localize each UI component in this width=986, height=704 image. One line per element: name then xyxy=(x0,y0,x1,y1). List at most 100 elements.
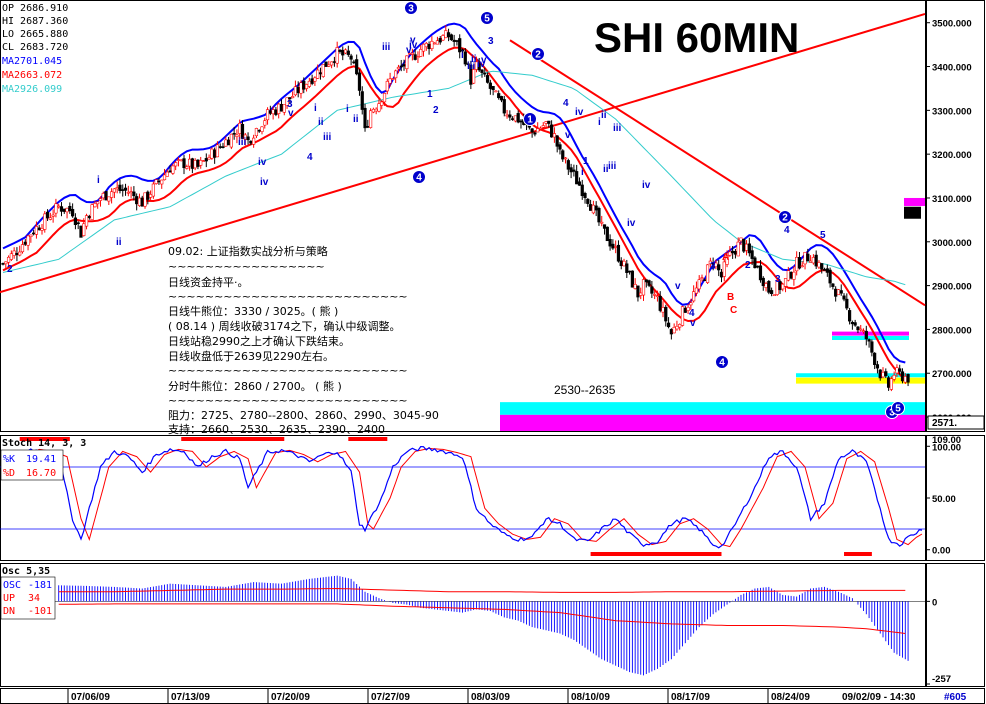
price-tick-label: 2800.000 xyxy=(932,325,972,336)
osc-up-name: UP xyxy=(3,593,15,604)
osc-title: Osc 5,35 xyxy=(2,566,50,577)
time-tick-label: 08/10/09 xyxy=(571,692,610,703)
legend-ma-red: MA2663.072 xyxy=(2,70,62,81)
time-tick-label: 07/06/09 xyxy=(71,692,110,703)
candle xyxy=(686,303,690,315)
candle xyxy=(644,279,648,288)
candle xyxy=(252,134,256,148)
annotation-line: 日线站稳2990之上才确认下跌结束。 xyxy=(168,334,350,348)
candle xyxy=(811,254,815,265)
candle xyxy=(558,142,562,155)
candle xyxy=(850,320,854,330)
candle xyxy=(154,179,158,185)
candle xyxy=(171,163,175,175)
wave-label: i xyxy=(598,117,601,128)
wave-label: ii xyxy=(601,110,607,121)
candle xyxy=(380,101,384,110)
wave-label: iii xyxy=(608,161,617,172)
candle xyxy=(680,305,685,327)
candle xyxy=(32,229,36,236)
last-price-tag: 2571. xyxy=(927,415,985,430)
osc-dn-value: -101 xyxy=(28,606,52,617)
candle xyxy=(761,276,765,291)
candle xyxy=(57,203,61,209)
candle xyxy=(594,201,598,217)
candle xyxy=(132,186,136,201)
candle xyxy=(218,143,222,149)
stoch-oversold-mark xyxy=(844,552,872,556)
svg-text:2: 2 xyxy=(782,213,788,224)
bar-count: #605 xyxy=(944,692,967,703)
candle xyxy=(463,48,467,67)
osc-up-line xyxy=(58,587,906,593)
candle xyxy=(123,183,128,196)
stoch-title: Stoch 14, 3, 3 xyxy=(2,438,86,449)
candle xyxy=(650,280,654,299)
band-magenta-a xyxy=(832,331,909,336)
wave-label: v xyxy=(565,130,571,141)
candle xyxy=(73,213,78,230)
candle xyxy=(338,49,342,54)
candle xyxy=(675,320,679,331)
wave-label: iii xyxy=(382,42,391,53)
candle xyxy=(355,54,359,76)
wave-label: v xyxy=(690,318,696,329)
candle xyxy=(795,251,799,276)
candle xyxy=(900,368,905,384)
candle xyxy=(90,203,94,220)
price-axis-frame xyxy=(926,0,985,432)
candle xyxy=(65,207,69,219)
candle xyxy=(424,41,428,51)
candle xyxy=(742,238,746,254)
wave-label: v xyxy=(410,35,416,46)
candle xyxy=(747,237,751,257)
candle xyxy=(366,119,370,129)
candle xyxy=(494,90,498,93)
candle xyxy=(405,55,409,73)
candle xyxy=(658,291,662,313)
legend-ma-blue: MA2701.045 xyxy=(2,56,62,67)
candle xyxy=(575,164,579,185)
price-tick-label: 3200.000 xyxy=(932,150,972,161)
candle xyxy=(505,109,509,119)
candle xyxy=(689,298,693,310)
wave-label: i xyxy=(314,103,317,114)
candle xyxy=(293,80,298,97)
annotation-block: 09.02: 上证指数实战分析与策略 ~~~~~~~~~~~~~~~~~ 日线资金持… xyxy=(168,244,439,436)
annotation-line: ~~~~~~~~~~~~~~~~~~~~~~~~~~ xyxy=(168,364,408,377)
candle xyxy=(864,325,868,346)
time-tick-label: 08/03/09 xyxy=(471,692,510,703)
band-magenta-right xyxy=(904,197,925,206)
candle xyxy=(201,160,206,162)
price-tick-label: 3400.000 xyxy=(932,63,972,74)
candle xyxy=(586,198,590,207)
wave-label: 2 xyxy=(7,264,13,275)
candle xyxy=(274,106,278,117)
candle xyxy=(533,131,537,137)
wave-label: iv xyxy=(258,157,267,168)
wave-label-circled: 1 xyxy=(523,112,537,126)
candle xyxy=(530,128,534,138)
support-zone-label: 2530--2635 xyxy=(554,383,616,397)
candle xyxy=(577,177,582,186)
wave-label: iv xyxy=(575,107,584,118)
candle xyxy=(288,97,292,104)
candles xyxy=(1,25,910,392)
osc-up-value: 34 xyxy=(28,593,40,604)
candle xyxy=(421,43,426,57)
stoch-k-name: %K xyxy=(3,454,15,465)
wave-label: v xyxy=(406,45,412,56)
candle xyxy=(647,279,651,288)
candle xyxy=(886,375,891,391)
candle xyxy=(1,262,5,266)
candle xyxy=(427,41,431,55)
stoch-legend-box xyxy=(0,449,64,481)
annotation-line: 支持：2660、2530、2635、2390、2400 xyxy=(168,422,385,436)
candle xyxy=(240,120,245,139)
candle xyxy=(591,200,595,215)
candle xyxy=(672,323,676,334)
legend-ma-cyan: MA2926.099 xyxy=(2,84,62,95)
